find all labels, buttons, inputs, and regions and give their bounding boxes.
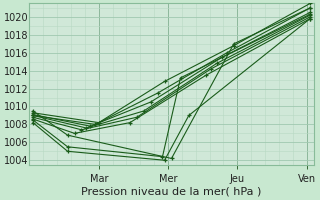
X-axis label: Pression niveau de la mer( hPa ): Pression niveau de la mer( hPa ) <box>81 187 262 197</box>
